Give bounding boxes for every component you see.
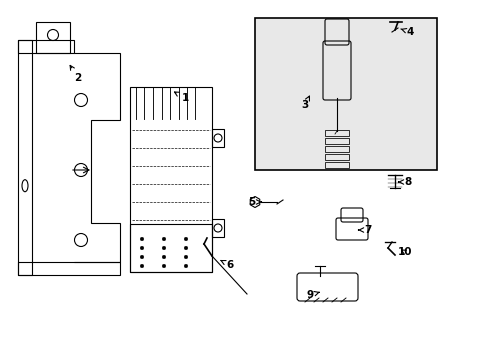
Circle shape xyxy=(162,264,165,268)
Circle shape xyxy=(162,255,165,259)
Circle shape xyxy=(184,237,187,241)
Bar xyxy=(325,138,348,144)
Circle shape xyxy=(184,264,187,268)
Text: 10: 10 xyxy=(397,247,411,257)
Text: 2: 2 xyxy=(70,66,81,83)
Bar xyxy=(325,154,348,160)
Circle shape xyxy=(162,246,165,250)
Text: 9: 9 xyxy=(306,290,319,300)
Circle shape xyxy=(184,255,187,259)
Circle shape xyxy=(140,237,143,241)
Bar xyxy=(212,219,224,237)
Circle shape xyxy=(184,246,187,250)
Circle shape xyxy=(140,264,143,268)
Circle shape xyxy=(140,255,143,259)
Bar xyxy=(325,130,348,136)
Circle shape xyxy=(140,246,143,250)
Text: 7: 7 xyxy=(358,225,371,235)
Bar xyxy=(325,162,348,168)
Bar xyxy=(325,146,348,152)
Text: 5: 5 xyxy=(248,197,261,207)
Bar xyxy=(212,129,224,147)
Bar xyxy=(130,224,212,272)
Bar xyxy=(130,87,212,272)
Text: 3: 3 xyxy=(301,96,309,110)
Text: 8: 8 xyxy=(398,177,411,187)
Circle shape xyxy=(162,237,165,241)
Bar xyxy=(254,18,436,170)
Text: 6: 6 xyxy=(221,260,233,270)
Text: 1: 1 xyxy=(174,92,188,103)
Text: 4: 4 xyxy=(400,27,413,37)
